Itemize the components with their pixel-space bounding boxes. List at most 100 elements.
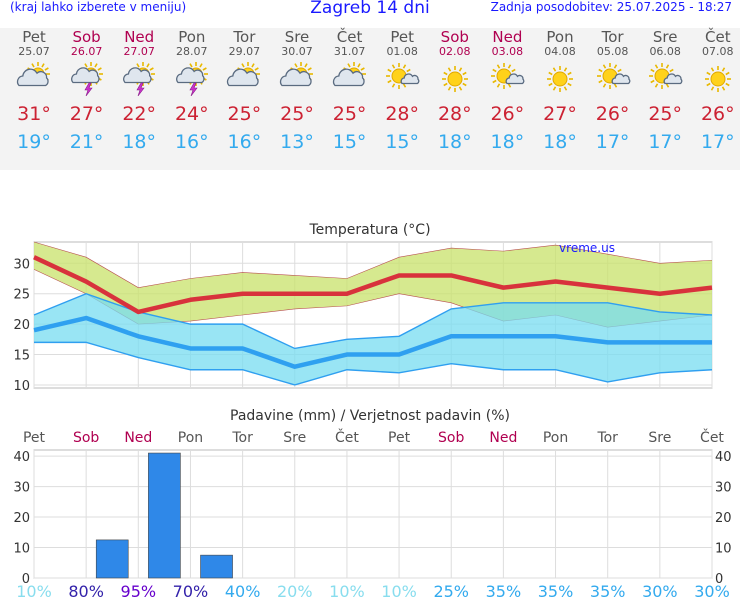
last-updated: Zadnja posodobitev: 25.07.2025 - 18:27 — [490, 0, 732, 14]
precip-day-label: Pet — [388, 430, 411, 446]
weather-icon-slot — [692, 62, 740, 98]
precip-probability-label: 10% — [329, 582, 365, 600]
day-column[interactable]: Ned 27.07 22° 18° — [113, 28, 165, 154]
day-name: Sre — [284, 28, 310, 46]
max-temp: 25° — [648, 103, 683, 125]
day-date: 31.07 — [333, 45, 366, 58]
day-column[interactable]: Pet 25.07 31° 19° — [8, 28, 60, 154]
weather-icon-slot — [324, 62, 376, 98]
precip-day-label: Sre — [648, 430, 671, 446]
day-name: Sob — [72, 28, 101, 46]
precip-probability-label: 20% — [277, 582, 313, 600]
min-temp: 21° — [69, 131, 104, 153]
day-column[interactable]: Ned 03.08 26° 18° — [481, 28, 533, 154]
day-name: Sob — [440, 28, 469, 46]
temp-ytick-label: 30 — [13, 257, 30, 272]
min-temp: 17° — [595, 131, 630, 153]
weather-icon-slot — [166, 62, 218, 98]
sunny-icon — [441, 66, 468, 92]
day-date: 05.08 — [596, 45, 629, 58]
min-band-high-edge — [33, 292, 713, 350]
day-column[interactable]: Sob 02.08 28° 18° — [429, 28, 481, 154]
weather-icon-slot — [639, 62, 691, 98]
precip-ytick-left: 40 — [13, 450, 30, 465]
min-temp: 18° — [122, 131, 157, 153]
max-temp: 25° — [332, 103, 367, 125]
day-column[interactable]: Čet 31.07 25° 15° — [324, 28, 376, 154]
max-temp: 27° — [69, 103, 104, 125]
min-band-low-edge — [34, 341, 713, 386]
precip-day-label: Ned — [489, 430, 517, 446]
day-date: 29.07 — [228, 45, 261, 58]
day-column[interactable]: Sre 06.08 25° 17° — [639, 28, 691, 154]
sun-small-cloud-icon — [649, 63, 683, 89]
day-column[interactable]: Čet 07.08 26° 17° — [692, 28, 740, 154]
min-temp: 15° — [385, 131, 420, 153]
day-column[interactable]: Pet 01.08 28° 15° — [376, 28, 428, 154]
day-date: 26.07 — [70, 45, 103, 58]
day-date: 04.08 — [544, 45, 576, 58]
precip-day-label: Pet — [23, 430, 46, 446]
min-temp: 17° — [648, 131, 683, 153]
precip-ytick-right: 30 — [715, 481, 732, 496]
weather-icon-slot — [534, 62, 586, 98]
weather-icon-slot — [271, 62, 323, 98]
header-location-hint[interactable]: (kraj lahko izberete v meniju) — [10, 0, 187, 14]
partly-cloudy-icon — [227, 62, 261, 87]
min-temp: 18° — [543, 131, 577, 153]
day-date: 25.07 — [18, 45, 50, 58]
day-date: 07.08 — [702, 45, 734, 58]
precip-day-label: Čet — [700, 428, 724, 446]
precip-ytick-left: 10 — [13, 542, 30, 557]
vreme-watermark: vreme.us — [559, 241, 615, 255]
partly-cloudy-icon — [16, 62, 50, 87]
precip-ytick-right: 0 — [715, 572, 723, 587]
day-date: 06.08 — [649, 45, 681, 58]
day-name: Ned — [492, 28, 523, 46]
temp-ytick-label: 20 — [13, 318, 30, 333]
max-temp: 25° — [280, 103, 314, 125]
day-column[interactable]: Tor 29.07 25° 16° — [218, 28, 270, 154]
precip-day-label: Sob — [73, 430, 99, 446]
min-temp: 13° — [280, 131, 314, 153]
day-name: Tor — [233, 28, 256, 46]
page-title: Zagreb 14 dni — [310, 0, 430, 18]
precip-bar — [95, 539, 129, 579]
precip-probability-label: 70% — [173, 582, 209, 600]
max-temp: 25° — [227, 103, 262, 125]
temp-ytick-label: 15 — [13, 349, 30, 364]
day-column[interactable]: Tor 05.08 26° 17° — [587, 28, 639, 154]
precip-probability-label: 30% — [642, 582, 678, 600]
day-column[interactable]: Pon 04.08 27° 18° — [534, 28, 586, 154]
day-name: Tor — [601, 28, 624, 46]
min-temp: 19° — [17, 131, 51, 153]
sun-cloud-storm-icon — [70, 62, 103, 97]
sun-small-cloud-icon — [386, 63, 420, 89]
precipitation-chart: Padavine (mm) / Verjetnost padavin (%) Pe… — [13, 408, 732, 600]
day-date: 01.08 — [386, 45, 418, 58]
max-temp: 28° — [437, 103, 472, 125]
sunny-icon — [547, 66, 573, 92]
precip-probability-label: 40% — [225, 582, 261, 600]
day-column[interactable]: Sob 26.07 27° 21° — [61, 28, 113, 154]
max-temp: 31° — [17, 103, 51, 125]
min-temp: 15° — [332, 131, 367, 153]
max-temp: 26° — [490, 103, 525, 125]
precip-ytick-right: 10 — [715, 542, 732, 557]
precip-probability-label: 80% — [68, 582, 104, 600]
sun-small-cloud-icon — [491, 63, 525, 89]
min-temp: 17° — [700, 131, 735, 153]
max-temp: 26° — [700, 103, 735, 125]
day-date: 27.07 — [123, 45, 155, 58]
precip-probability-label: 25% — [433, 582, 469, 600]
max-temp: 28° — [385, 103, 420, 125]
day-date: 30.07 — [281, 45, 313, 58]
day-name: Pon — [546, 28, 574, 46]
min-temp: 18° — [490, 131, 525, 153]
precip-day-label: Ned — [124, 430, 152, 446]
sun-cloud-storm-icon — [123, 62, 156, 97]
day-column[interactable]: Pon 28.07 24° 16° — [166, 28, 218, 154]
day-column[interactable]: Sre 30.07 25° 13° — [271, 28, 323, 154]
precip-day-label: Sre — [283, 430, 306, 446]
precip-ytick-left: 30 — [13, 481, 30, 496]
